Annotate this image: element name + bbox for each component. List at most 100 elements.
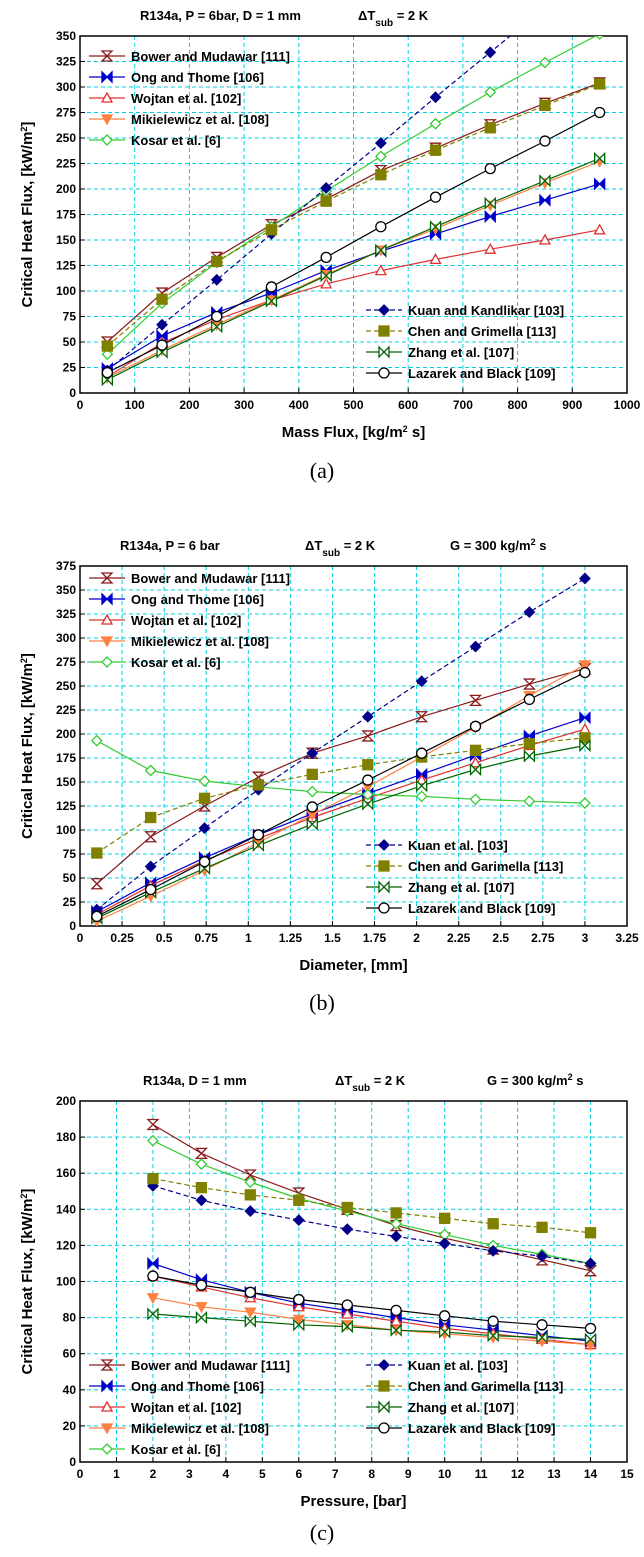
y-tick-label: 25	[63, 361, 77, 375]
data-point	[147, 1172, 159, 1185]
chart-panel-2: R134a, P = 6 bar ΔTsub = 2 K G = 300 kg/m2…	[19, 537, 639, 1015]
grid	[80, 1101, 627, 1462]
data-point	[147, 1270, 159, 1282]
data-point	[306, 785, 319, 798]
data-point	[244, 1286, 256, 1298]
legend-label: Kosar et al. [6]	[131, 655, 221, 670]
data-point	[536, 1250, 548, 1263]
chart-panel-3: R134a, D = 1 mm ΔTsub = 2 K G = 300 kg/m2 …	[19, 1072, 634, 1545]
data-point	[539, 56, 551, 69]
data-point	[292, 1314, 305, 1326]
legend-entry: Wojtan et al. [102]	[89, 91, 241, 106]
data-point	[469, 744, 482, 756]
data-point	[429, 220, 442, 234]
legend-entry: Bower and Mudawar [111]	[89, 49, 290, 64]
x-tick-label: 9	[405, 1467, 412, 1481]
data-point	[156, 329, 168, 343]
y-tick-label: 75	[63, 310, 77, 324]
x-tick-label: 2	[413, 931, 420, 945]
data-point	[539, 193, 551, 207]
data-point	[469, 793, 482, 806]
x-tick-label: 6	[295, 1467, 302, 1481]
y-tick-label: 20	[63, 1419, 77, 1433]
y-tick-label: 0	[69, 1455, 76, 1469]
x-tick-label: 900	[562, 398, 582, 412]
data-point	[584, 1322, 597, 1335]
y-tick-label: 175	[56, 208, 76, 222]
series-7	[101, 78, 606, 352]
data-point	[595, 36, 604, 40]
y-tick-label: 325	[56, 55, 76, 69]
data-point	[101, 340, 113, 352]
data-point	[211, 255, 223, 268]
data-point	[522, 678, 536, 690]
legend-entry: Ong and Thome [106]	[89, 592, 264, 607]
legend-entry: Lazarek and Black [109]	[366, 366, 555, 381]
legend-marker	[101, 1443, 113, 1455]
data-point	[320, 182, 333, 194]
data-point	[195, 1181, 208, 1194]
data-point	[487, 1218, 499, 1230]
data-point	[579, 797, 591, 810]
data-point	[469, 756, 482, 768]
data-point	[145, 883, 157, 896]
x-tick-label: 0	[77, 931, 84, 945]
data-point	[415, 711, 429, 723]
x-tick-label: 0.25	[110, 931, 134, 945]
data-point	[244, 1189, 256, 1201]
data-point	[265, 294, 278, 308]
data-point	[210, 273, 223, 286]
data-point	[252, 829, 265, 841]
y-tick-label: 100	[56, 1275, 76, 1289]
legend-marker	[100, 1423, 114, 1435]
chart-panel-1: R134a, P = 6bar, D = 1 mm ΔTsub = 2 K 0 100…	[19, 8, 641, 483]
x-axis-label: Pressure, [bar]	[301, 1493, 407, 1510]
data-point	[594, 177, 606, 191]
y-tick-label: 275	[56, 655, 76, 669]
series-line	[107, 111, 600, 374]
data-point	[362, 797, 374, 811]
legend-label: Zhang et al. [107]	[408, 880, 514, 895]
data-point	[198, 775, 211, 787]
data-point	[265, 281, 278, 293]
legend-label: Bower and Mudawar [111]	[131, 1358, 290, 1373]
legend-label: Wojtan et al. [102]	[131, 1400, 241, 1415]
legend-label: Wojtan et al. [102]	[131, 91, 241, 106]
y-tick-label: 250	[56, 679, 76, 693]
y-tick-label: 50	[63, 871, 77, 885]
legend-label: Lazarek and Black [109]	[408, 1421, 555, 1436]
y-tick-label: 325	[56, 607, 76, 621]
data-point	[536, 1319, 548, 1331]
data-point	[438, 1237, 451, 1250]
data-point	[536, 1221, 548, 1233]
data-point	[374, 150, 387, 163]
legend-marker	[100, 114, 114, 126]
data-point	[469, 762, 482, 777]
x-tick-label: 0.5	[156, 931, 173, 945]
data-point	[584, 1340, 597, 1352]
data-point	[584, 1257, 597, 1270]
data-point	[341, 1307, 354, 1319]
x-tick-label: 2.25	[447, 931, 471, 945]
data-point	[429, 191, 442, 203]
data-point	[539, 174, 551, 188]
y-tick-label: 40	[63, 1383, 77, 1397]
series-9	[91, 666, 591, 923]
x-tick-label: 2.75	[531, 931, 555, 945]
y-tick-label: 200	[56, 727, 76, 741]
x-tick-label: 1.25	[279, 931, 303, 945]
data-point	[144, 831, 158, 843]
panel-caption: (c)	[310, 1520, 334, 1545]
x-tick-label: 3	[186, 1467, 193, 1481]
legend-label: Chen and Garimella [113]	[408, 1379, 563, 1394]
legend-label: Mikielewicz et al. [108]	[131, 112, 269, 127]
data-point	[90, 734, 103, 747]
legend-marker	[101, 134, 113, 146]
data-point	[469, 640, 482, 653]
series-9	[101, 106, 606, 379]
plot-area	[80, 566, 627, 926]
series-line	[96, 672, 586, 917]
data-point	[523, 606, 536, 618]
y-tick-label: 25	[63, 895, 77, 909]
